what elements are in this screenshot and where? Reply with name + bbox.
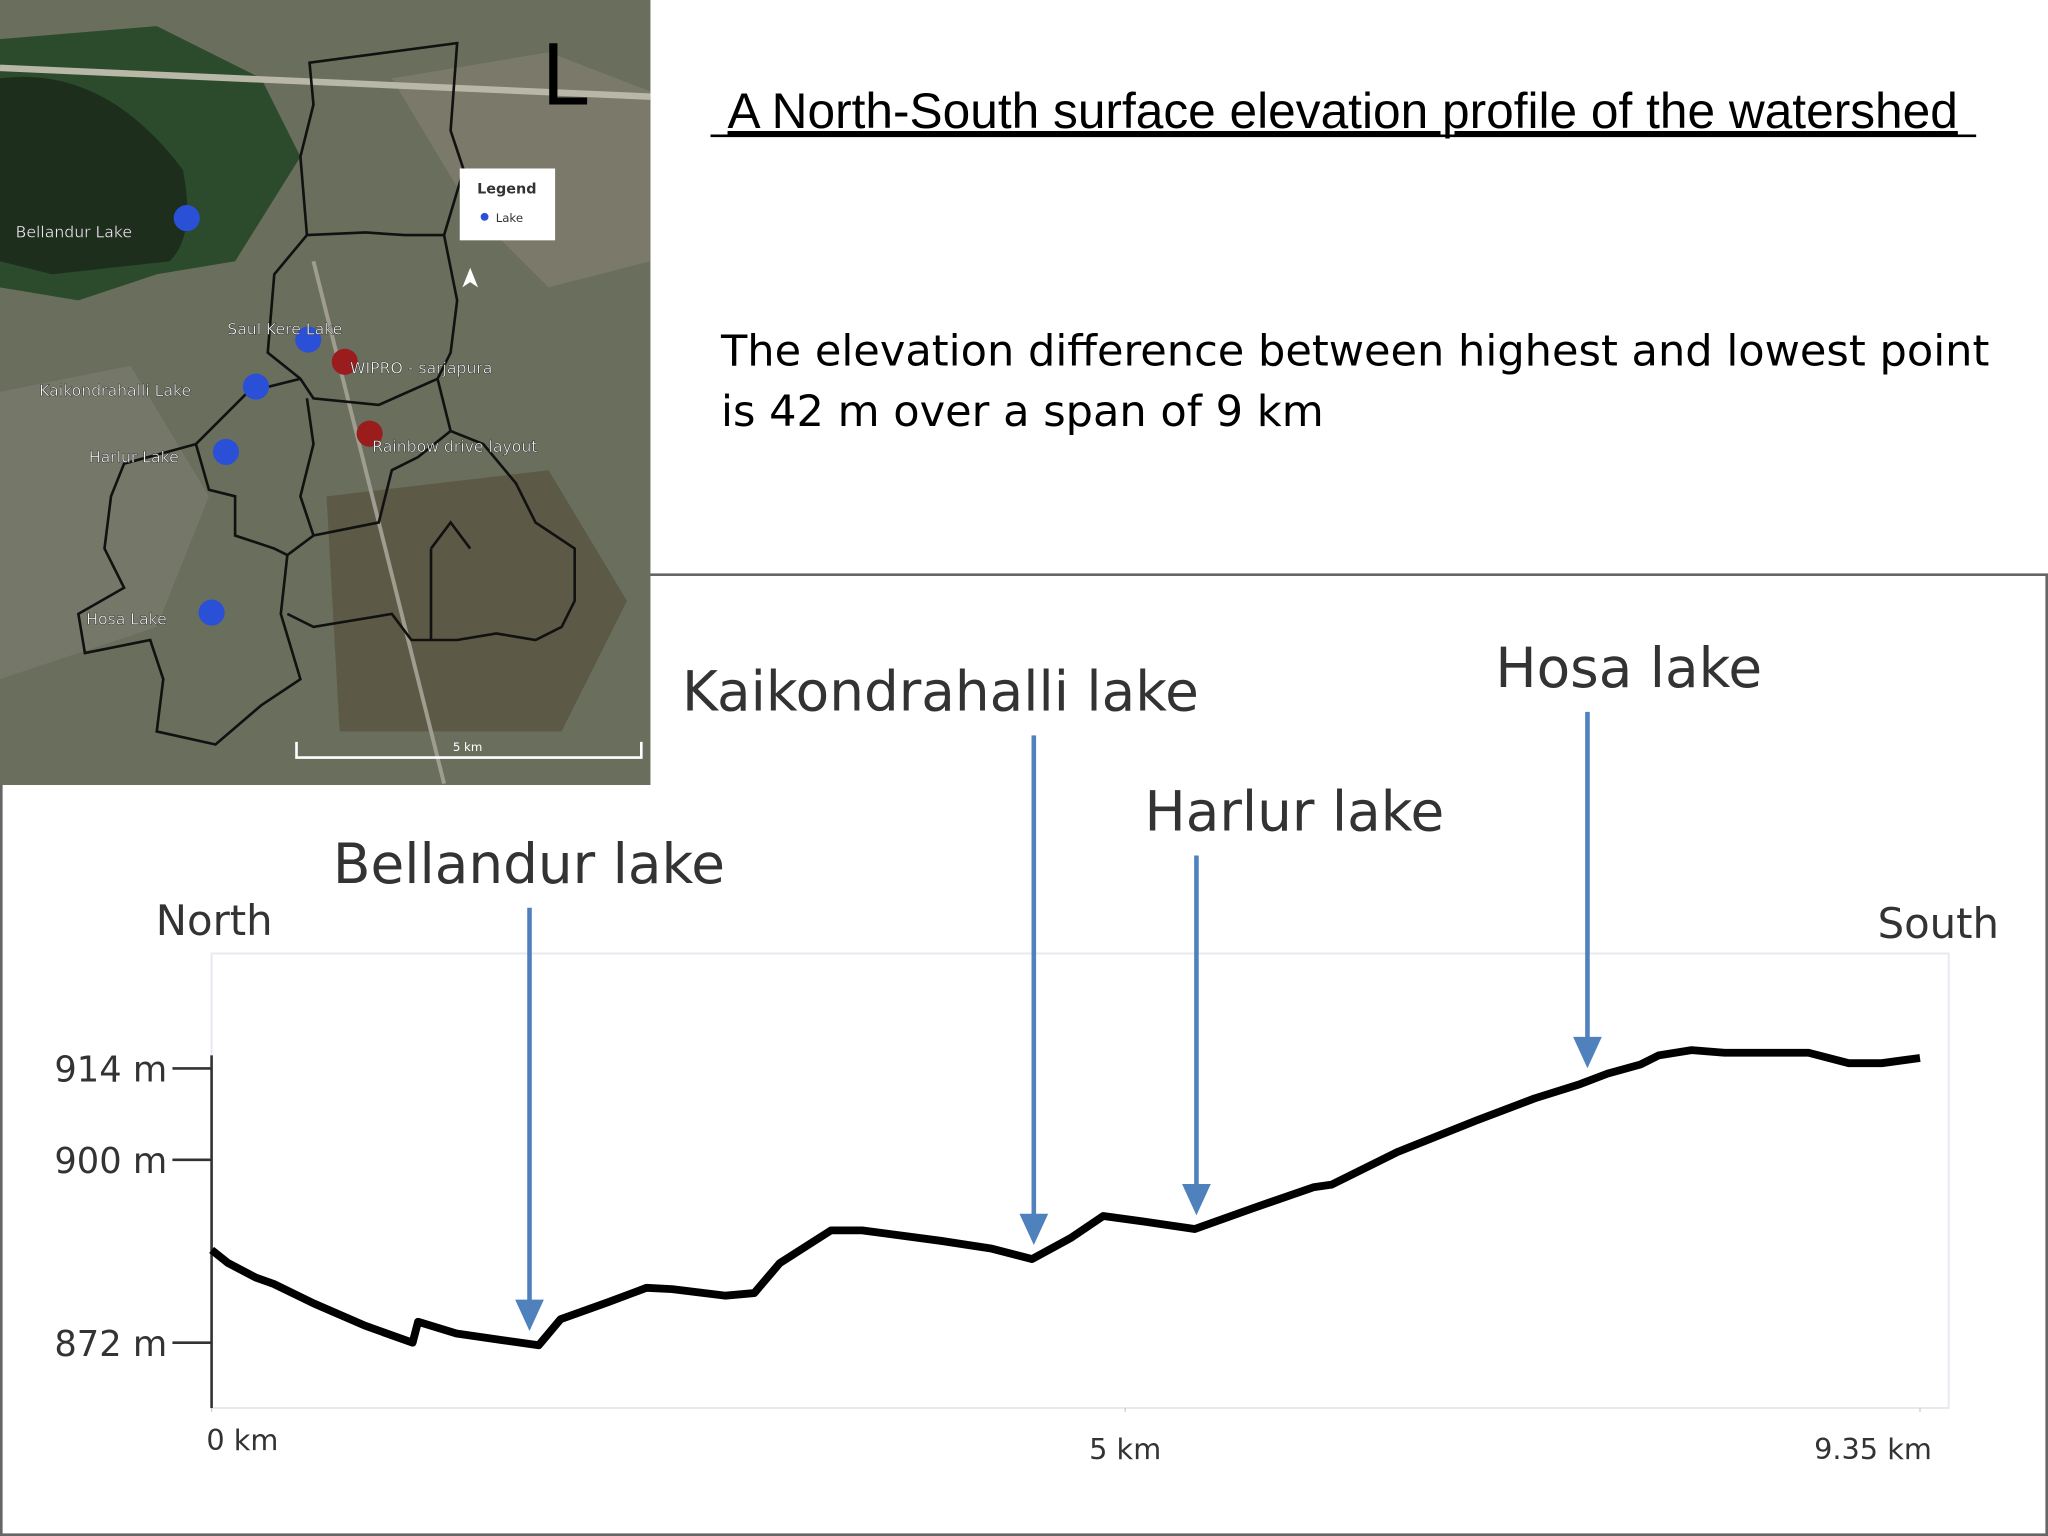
place-label: Saul Kere Lake	[227, 319, 342, 338]
map: Legend Lake L 5 km Bellandur Lake Saul Ke…	[0, 0, 651, 785]
place-marker	[295, 326, 322, 353]
legend-box	[459, 168, 556, 241]
north-label: North	[156, 896, 273, 945]
place-label: Kaikondrahalli Lake	[39, 381, 191, 400]
place-marker	[173, 205, 200, 232]
boundary	[266, 41, 466, 407]
scale-label: 5 km	[453, 740, 482, 754]
urban	[0, 365, 209, 680]
x-tick-label: 9.35 km	[1814, 1432, 1932, 1466]
annotation-label: Hosa lake	[1495, 636, 1762, 700]
annotation-label: Harlur lake	[1144, 780, 1444, 844]
chart-frame	[0, 573, 2048, 1536]
lake-area	[0, 76, 188, 275]
y-tick-label: 872 m	[54, 1324, 167, 1365]
legend-title: Legend	[477, 181, 536, 197]
slide-title: A North-South surface elevation profile …	[728, 83, 1958, 139]
annotation-arrowhead	[1019, 1213, 1049, 1246]
road	[0, 64, 651, 100]
place-marker	[356, 420, 383, 447]
annotation-arrowhead	[1573, 1036, 1602, 1069]
place-label: Harlur Lake	[89, 447, 179, 466]
y-tick-label: 900 m	[54, 1141, 167, 1182]
place-label: Rainbow drive layout	[372, 437, 537, 456]
boundary	[76, 231, 576, 746]
x-tick-label: 0 km	[206, 1423, 278, 1457]
place-marker	[242, 373, 270, 400]
place-marker	[198, 599, 225, 626]
y-tick-label: 914 m	[54, 1049, 167, 1090]
annotation-arrowhead	[1182, 1184, 1211, 1216]
chart: North South 914 m 900 m 872 m 0 km 5 km 9.35 …	[54, 636, 1999, 1466]
slide-text: A North-South surface elevation profile …	[710, 83, 1989, 437]
body-line: The elevation difference between highest…	[720, 327, 1989, 377]
legend-item: Lake	[496, 211, 523, 225]
place-label: Hosa Lake	[86, 609, 167, 628]
place-label: Bellandur Lake	[16, 223, 132, 242]
place-marker	[212, 438, 240, 465]
panel-letter: L	[541, 26, 588, 124]
place-label: WIPRO - sarjapura	[350, 359, 492, 378]
legend-marker	[480, 212, 489, 221]
annotation-label: Kaikondrahalli lake	[682, 660, 1199, 724]
annotation-label: Bellandur lake	[333, 832, 725, 896]
north-arrow	[462, 267, 479, 288]
body-line: is 42 m over a span of 9 km	[721, 387, 1324, 437]
places: Bellandur Lake Saul Kere Lake WIPRO - sarj…	[15, 205, 538, 629]
scale-bar	[295, 741, 643, 759]
fields	[326, 470, 627, 732]
place-marker	[331, 348, 358, 375]
south-label: South	[1878, 899, 1999, 948]
annotation-arrowhead	[515, 1299, 544, 1331]
x-tick-label: 5 km	[1089, 1432, 1161, 1466]
elevation-line	[209, 1046, 1921, 1350]
